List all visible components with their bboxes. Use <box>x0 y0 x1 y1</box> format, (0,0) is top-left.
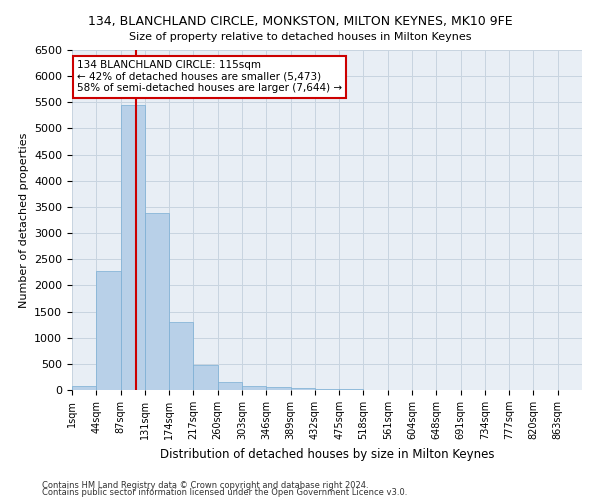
Text: 134, BLANCHLAND CIRCLE, MONKSTON, MILTON KEYNES, MK10 9FE: 134, BLANCHLAND CIRCLE, MONKSTON, MILTON… <box>88 15 512 28</box>
Y-axis label: Number of detached properties: Number of detached properties <box>19 132 29 308</box>
Bar <box>242 386 266 390</box>
Bar <box>193 365 218 390</box>
Text: Contains HM Land Registry data © Crown copyright and database right 2024.: Contains HM Land Registry data © Crown c… <box>42 480 368 490</box>
Bar <box>96 270 121 390</box>
Bar <box>121 105 145 390</box>
Bar <box>145 213 169 390</box>
Text: 134 BLANCHLAND CIRCLE: 115sqm
← 42% of detached houses are smaller (5,473)
58% o: 134 BLANCHLAND CIRCLE: 115sqm ← 42% of d… <box>77 60 342 94</box>
Bar <box>169 322 193 390</box>
Bar <box>218 382 242 390</box>
Bar <box>315 389 339 390</box>
Bar <box>72 386 96 390</box>
Text: Size of property relative to detached houses in Milton Keynes: Size of property relative to detached ho… <box>129 32 471 42</box>
X-axis label: Distribution of detached houses by size in Milton Keynes: Distribution of detached houses by size … <box>160 448 494 460</box>
Text: Contains public sector information licensed under the Open Government Licence v3: Contains public sector information licen… <box>42 488 407 497</box>
Bar <box>266 387 290 390</box>
Bar <box>290 388 315 390</box>
